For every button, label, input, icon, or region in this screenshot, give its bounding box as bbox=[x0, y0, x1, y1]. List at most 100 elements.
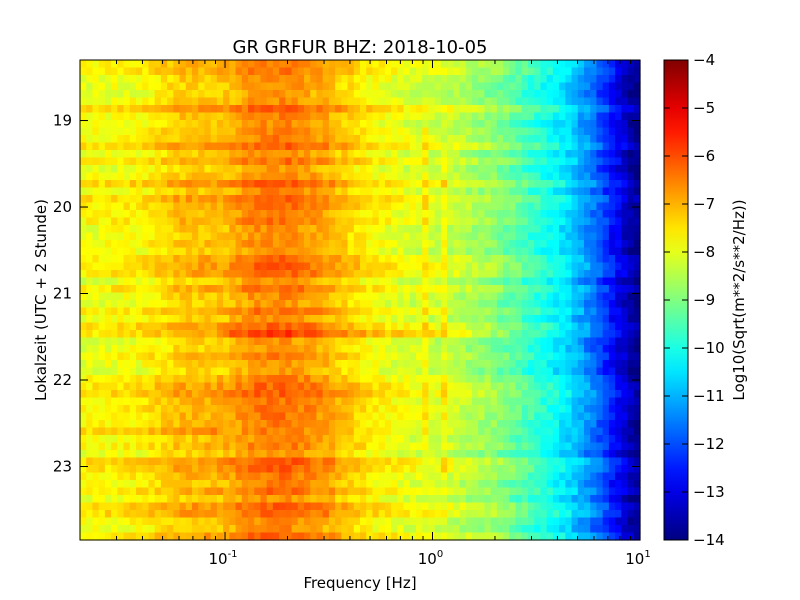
heatmap-cell bbox=[615, 352, 622, 361]
heatmap-cell bbox=[472, 345, 479, 354]
heatmap-cell bbox=[353, 435, 361, 444]
heatmap-cell bbox=[552, 322, 560, 331]
heatmap-cell bbox=[254, 97, 262, 106]
heatmap-cell bbox=[602, 292, 610, 301]
heatmap-cell bbox=[204, 420, 212, 429]
heatmap-cell bbox=[353, 292, 361, 301]
heatmap-cell bbox=[559, 180, 566, 189]
heatmap-cell bbox=[540, 405, 548, 414]
heatmap-cell bbox=[304, 67, 311, 76]
heatmap-cell bbox=[129, 112, 137, 121]
heatmap-cell bbox=[104, 375, 112, 384]
heatmap-cell bbox=[459, 435, 467, 444]
heatmap-cell bbox=[136, 307, 143, 316]
heatmap-cell bbox=[148, 322, 156, 331]
heatmap-cell bbox=[148, 465, 156, 474]
heatmap-cell bbox=[160, 240, 168, 249]
heatmap-cell bbox=[142, 262, 150, 271]
heatmap-cell bbox=[185, 277, 193, 286]
heatmap-cell bbox=[559, 360, 566, 369]
heatmap-cell bbox=[160, 307, 168, 316]
heatmap-cell bbox=[453, 435, 461, 444]
heatmap-cell bbox=[285, 195, 293, 204]
heatmap-cell bbox=[179, 315, 187, 324]
heatmap-cell bbox=[360, 322, 367, 331]
heatmap-cell bbox=[160, 255, 168, 264]
heatmap-cell bbox=[459, 187, 467, 196]
heatmap-cell bbox=[291, 322, 299, 331]
heatmap-cell bbox=[552, 142, 560, 151]
heatmap-cell bbox=[484, 270, 492, 279]
heatmap-cell bbox=[453, 120, 461, 129]
heatmap-cell bbox=[503, 352, 510, 361]
heatmap-cell bbox=[266, 180, 274, 189]
heatmap-cell bbox=[92, 75, 100, 84]
heatmap-cell bbox=[173, 112, 181, 121]
heatmap-cell bbox=[291, 337, 299, 346]
heatmap-cell bbox=[621, 225, 629, 234]
heatmap-cell bbox=[223, 105, 230, 114]
heatmap-cell bbox=[633, 412, 641, 421]
heatmap-cell bbox=[223, 90, 230, 99]
heatmap-cell bbox=[509, 187, 517, 196]
heatmap-cell bbox=[328, 465, 336, 474]
heatmap-cell bbox=[86, 307, 94, 316]
heatmap-cell bbox=[397, 412, 405, 421]
heatmap-cell bbox=[540, 165, 548, 174]
heatmap-cell bbox=[86, 382, 94, 391]
heatmap-cell bbox=[198, 442, 206, 451]
heatmap-cell bbox=[465, 90, 473, 99]
heatmap-cell bbox=[223, 187, 230, 196]
heatmap-cell bbox=[590, 262, 598, 271]
heatmap-cell bbox=[223, 135, 230, 144]
heatmap-cell bbox=[608, 457, 616, 466]
heatmap-cell bbox=[347, 82, 355, 91]
heatmap-cell bbox=[590, 90, 598, 99]
heatmap-cell bbox=[241, 375, 249, 384]
heatmap-cell bbox=[465, 255, 473, 264]
heatmap-cell bbox=[440, 187, 448, 196]
heatmap-cell bbox=[484, 450, 492, 459]
heatmap-cell bbox=[521, 210, 529, 219]
heatmap-cell bbox=[447, 375, 454, 384]
heatmap-cell bbox=[291, 82, 299, 91]
heatmap-cell bbox=[179, 330, 187, 339]
heatmap-cell bbox=[111, 105, 118, 114]
heatmap-cell bbox=[509, 345, 517, 354]
heatmap-cell bbox=[565, 105, 573, 114]
heatmap-cell bbox=[335, 345, 342, 354]
heatmap-cell bbox=[621, 405, 629, 414]
heatmap-cell bbox=[484, 247, 492, 256]
heatmap-cell bbox=[235, 165, 243, 174]
heatmap-cell bbox=[322, 315, 330, 324]
heatmap-cell bbox=[328, 135, 336, 144]
heatmap-cell bbox=[104, 345, 112, 354]
heatmap-cell bbox=[80, 135, 87, 144]
heatmap-cell bbox=[434, 120, 442, 129]
heatmap-cell bbox=[335, 322, 342, 331]
heatmap-cell bbox=[123, 360, 131, 369]
heatmap-cell bbox=[559, 442, 566, 451]
heatmap-cell bbox=[366, 457, 374, 466]
heatmap-cell bbox=[428, 247, 436, 256]
heatmap-cell bbox=[540, 345, 548, 354]
heatmap-cell bbox=[335, 397, 342, 406]
heatmap-cell bbox=[633, 277, 641, 286]
heatmap-cell bbox=[104, 187, 112, 196]
heatmap-cell bbox=[515, 112, 523, 121]
heatmap-cell bbox=[241, 165, 249, 174]
heatmap-cell bbox=[136, 450, 143, 459]
heatmap-cell bbox=[447, 360, 454, 369]
heatmap-cell bbox=[148, 120, 156, 129]
heatmap-cell bbox=[154, 165, 162, 174]
heatmap-cell bbox=[304, 270, 311, 279]
heatmap-cell bbox=[223, 285, 230, 294]
heatmap-cell bbox=[577, 60, 585, 69]
heatmap-cell bbox=[397, 442, 405, 451]
heatmap-cell bbox=[540, 82, 548, 91]
heatmap-cell bbox=[154, 360, 162, 369]
heatmap-cell bbox=[285, 375, 293, 384]
heatmap-cell bbox=[633, 337, 641, 346]
heatmap-cell bbox=[627, 157, 635, 166]
heatmap-cell bbox=[496, 67, 504, 76]
